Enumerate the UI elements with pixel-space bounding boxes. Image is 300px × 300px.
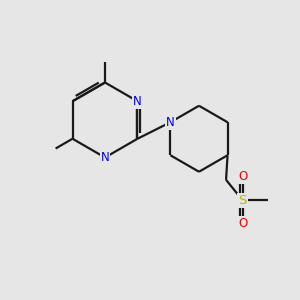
Text: N: N <box>100 151 109 164</box>
Text: S: S <box>238 194 247 207</box>
Text: O: O <box>238 170 247 183</box>
Text: O: O <box>238 217 247 230</box>
Text: N: N <box>166 116 175 129</box>
Text: N: N <box>133 95 142 108</box>
